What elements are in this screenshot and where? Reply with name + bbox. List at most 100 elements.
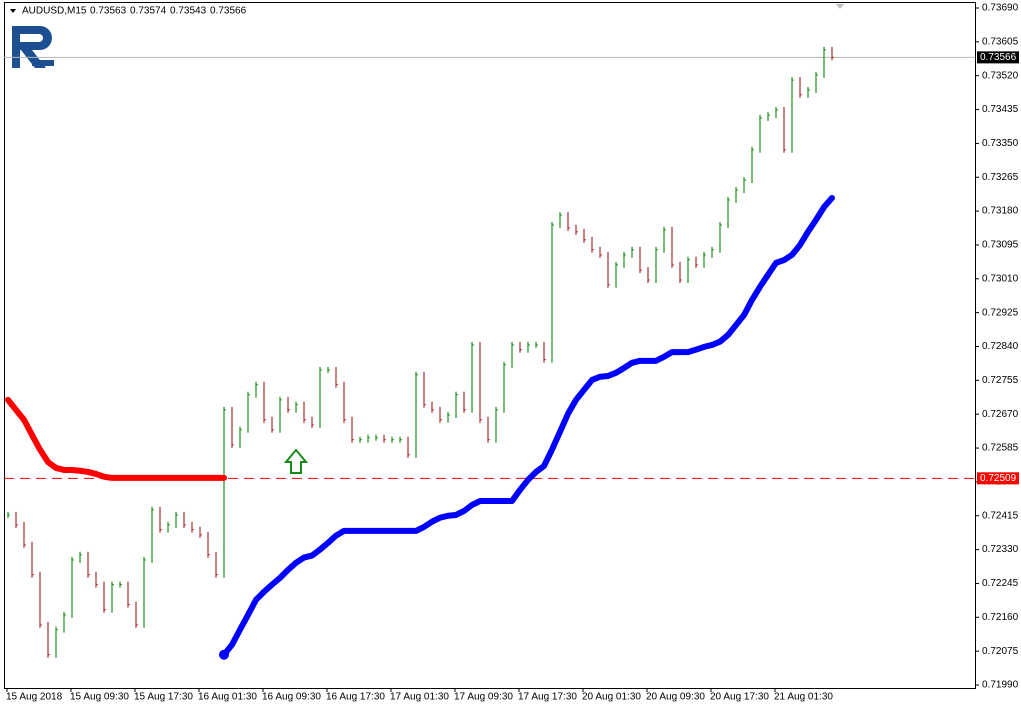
price-bar bbox=[479, 341, 482, 423]
y-tick-label: 0.72160 bbox=[982, 612, 1019, 623]
x-tick-label: 15 Aug 09:30 bbox=[70, 692, 129, 703]
price-bar bbox=[191, 521, 194, 533]
price-bar bbox=[47, 621, 50, 658]
price-bar bbox=[455, 391, 458, 418]
price-bar bbox=[15, 511, 18, 528]
price-bar bbox=[687, 256, 690, 283]
price-bar bbox=[639, 246, 642, 274]
x-tick-label: 16 Aug 17:30 bbox=[326, 692, 385, 703]
price-bar bbox=[599, 246, 602, 258]
menu-arrow[interactable] bbox=[10, 9, 16, 13]
y-tick-label: 0.72840 bbox=[982, 341, 1019, 352]
y-tick-label: 0.73095 bbox=[982, 240, 1019, 251]
price-bar bbox=[79, 551, 82, 563]
price-bar bbox=[807, 87, 810, 98]
price-bar bbox=[151, 506, 154, 563]
y-tick-label: 0.73180 bbox=[982, 206, 1019, 217]
price-bar bbox=[175, 511, 178, 528]
price-bar bbox=[783, 106, 786, 153]
price-bar bbox=[703, 251, 706, 268]
x-tick-label: 21 Aug 01:30 bbox=[774, 692, 833, 703]
price-bar bbox=[615, 261, 618, 288]
y-tick-label: 0.72245 bbox=[982, 578, 1019, 589]
price-bar bbox=[119, 581, 122, 588]
price-bar bbox=[359, 436, 362, 443]
price-bar bbox=[287, 396, 290, 413]
price-bar bbox=[335, 366, 338, 388]
price-label: 0.73566 bbox=[980, 52, 1017, 63]
x-tick-label: 16 Aug 01:30 bbox=[198, 692, 257, 703]
logo bbox=[12, 26, 54, 68]
price-bar bbox=[719, 222, 722, 253]
price-bar bbox=[343, 381, 346, 423]
price-bar bbox=[183, 511, 186, 528]
bar-open: 0.73563 bbox=[90, 6, 127, 17]
price-bar bbox=[583, 228, 586, 243]
price-bar bbox=[591, 236, 594, 253]
price-bar bbox=[167, 521, 170, 533]
y-tick-label: 0.72585 bbox=[982, 443, 1019, 454]
price-bar bbox=[511, 341, 514, 368]
price-bar bbox=[383, 434, 386, 443]
price-bar bbox=[159, 506, 162, 533]
price-bar bbox=[391, 436, 394, 443]
price-bar bbox=[279, 396, 282, 433]
price-bar bbox=[255, 381, 258, 398]
x-tick-label: 17 Aug 09:30 bbox=[454, 692, 513, 703]
price-bar bbox=[295, 401, 298, 413]
price-bar bbox=[303, 401, 306, 423]
price-bar bbox=[23, 521, 26, 548]
price-bar bbox=[519, 341, 522, 353]
indicator-line bbox=[221, 194, 835, 658]
price-bar bbox=[351, 416, 354, 443]
y-tick-label: 0.73520 bbox=[982, 70, 1019, 81]
x-tick-label: 17 Aug 17:30 bbox=[518, 692, 577, 703]
price-bar bbox=[775, 106, 778, 119]
x-tick-label: 20 Aug 17:30 bbox=[710, 692, 769, 703]
price-bar bbox=[831, 46, 834, 61]
y-tick-label: 0.73265 bbox=[982, 172, 1019, 183]
price-bar bbox=[671, 226, 674, 268]
price-bar bbox=[215, 551, 218, 578]
x-tick-label: 15 Aug 17:30 bbox=[134, 692, 193, 703]
y-tick-label: 0.72755 bbox=[982, 375, 1019, 386]
shift-marker bbox=[836, 4, 844, 9]
price-bar bbox=[199, 526, 202, 538]
price-bar bbox=[543, 341, 546, 363]
price-bar bbox=[431, 401, 434, 413]
plot-frame bbox=[4, 2, 976, 689]
price-bar bbox=[247, 391, 250, 433]
price-bar bbox=[7, 511, 10, 518]
price-bar bbox=[39, 571, 42, 628]
price-bar bbox=[647, 267, 650, 283]
price-bar bbox=[663, 226, 666, 253]
price-bar bbox=[447, 411, 450, 423]
price-bar bbox=[727, 196, 730, 229]
price-bar bbox=[759, 114, 762, 153]
indicator-start bbox=[219, 649, 229, 660]
price-bar bbox=[127, 581, 130, 608]
price-bar bbox=[87, 551, 90, 578]
price-bar bbox=[607, 251, 610, 288]
price-bar bbox=[735, 186, 738, 203]
price-bar bbox=[375, 434, 378, 441]
price-bar bbox=[575, 224, 578, 235]
price-bar bbox=[567, 212, 570, 231]
price-bar bbox=[463, 391, 466, 413]
y-tick-label: 0.71990 bbox=[982, 680, 1019, 691]
price-bar bbox=[263, 381, 266, 423]
price-bar bbox=[767, 112, 770, 121]
price-bar bbox=[535, 341, 538, 348]
y-tick-label: 0.73605 bbox=[982, 36, 1019, 47]
price-bar bbox=[135, 601, 138, 628]
price-bar bbox=[111, 581, 114, 613]
buy-arrow bbox=[283, 448, 309, 474]
price-bar bbox=[679, 261, 682, 283]
price-label: 0.72509 bbox=[980, 473, 1017, 484]
price-bar bbox=[423, 371, 426, 408]
indicator-line bbox=[5, 396, 227, 481]
price-bar bbox=[55, 626, 58, 658]
price-bar bbox=[751, 146, 754, 184]
price-bar bbox=[319, 366, 322, 428]
y-tick-label: 0.73350 bbox=[982, 138, 1019, 149]
